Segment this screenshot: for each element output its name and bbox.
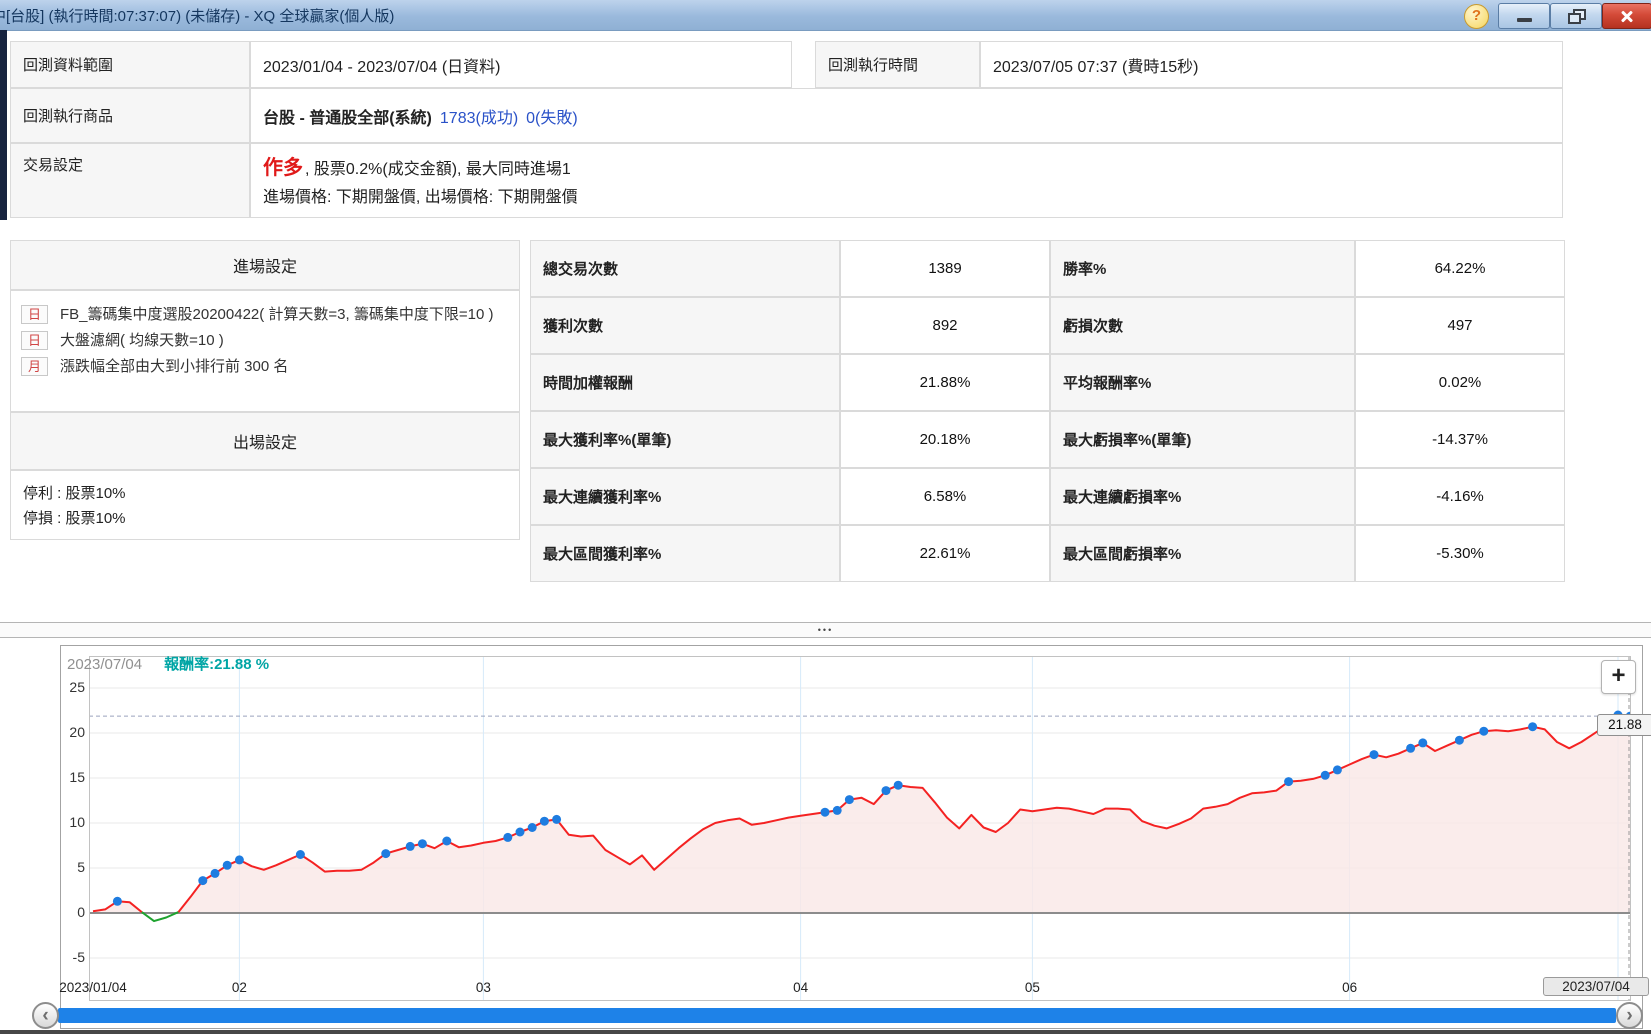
chart-header: 2023/07/04 報酬率:21.88 % xyxy=(67,653,269,674)
stat-value: 21.88% xyxy=(840,354,1050,411)
entry-condition-text: FB_籌碼集中度選股20200422( 計算天數=3, 籌碼集中度下限=10 ) xyxy=(60,306,494,323)
stat-label: 最大區間虧損率% xyxy=(1050,525,1355,582)
background-window-edge xyxy=(0,30,7,220)
close-icon xyxy=(1619,8,1635,24)
stat-label: 勝率% xyxy=(1050,240,1355,297)
entry-conditions-list: 日 FB_籌碼集中度選股20200422( 計算天數=3, 籌碼集中度下限=10 … xyxy=(10,290,520,412)
scroll-right-button[interactable]: › xyxy=(1616,1002,1643,1029)
stat-label: 最大區間獲利率% xyxy=(530,525,840,582)
x-axis-tick-label: 06 xyxy=(1342,980,1358,995)
chart-return-readout: 報酬率:21.88 % xyxy=(164,656,270,673)
stat-label: 獲利次數 xyxy=(530,297,840,354)
range-value: 2023/01/04 - 2023/07/04 (日資料) xyxy=(250,41,792,88)
stat-label: 最大虧損率%(單筆) xyxy=(1050,411,1355,468)
minimize-button[interactable] xyxy=(1498,3,1550,29)
window-titlebar: 中[台股] (執行時間:07:37:07) (未儲存) - XQ 全球贏家(個人… xyxy=(0,0,1651,31)
y-axis-tick-label: 25 xyxy=(69,679,85,695)
final-return-tag: 21.88 xyxy=(1597,714,1651,736)
stat-label: 虧損次數 xyxy=(1050,297,1355,354)
product-success-count[interactable]: 1783(成功) xyxy=(439,109,519,127)
entry-condition-text: 大盤濾網( 均線天數=10 ) xyxy=(60,332,224,349)
stat-value: -5.30% xyxy=(1355,525,1565,582)
stat-value: 892 xyxy=(840,297,1050,354)
frequency-badge: 日 xyxy=(21,331,48,350)
window-bottom-edge xyxy=(0,1030,1651,1034)
stat-label: 最大連續虧損率% xyxy=(1050,468,1355,525)
stat-value: 6.58% xyxy=(840,468,1050,525)
product-label: 回測執行商品 xyxy=(10,88,250,143)
stat-value: 497 xyxy=(1355,297,1565,354)
x-axis-tick-label: 02 xyxy=(231,980,247,995)
splitter-handle-icon: ••• xyxy=(817,625,834,635)
stat-value: -14.37% xyxy=(1355,411,1565,468)
entry-condition-item: 日 FB_籌碼集中度選股20200422( 計算天數=3, 籌碼集中度下限=10 … xyxy=(21,303,511,326)
restore-button[interactable] xyxy=(1550,3,1602,29)
stat-label: 平均報酬率% xyxy=(1050,354,1355,411)
stat-value: 0.02% xyxy=(1355,354,1565,411)
exit-settings-header: 出場設定 xyxy=(10,412,520,470)
stop-loss-line: 停損 : 股票10% xyxy=(23,510,126,527)
x-axis-current-date-tag: 2023/07/04 xyxy=(1543,977,1649,996)
x-axis-tick-label: 03 xyxy=(475,980,491,995)
return-curve-plot[interactable] xyxy=(89,656,1631,1001)
stat-value: 20.18% xyxy=(840,411,1050,468)
range-label: 回測資料範圍 xyxy=(10,41,250,88)
stat-value: 22.61% xyxy=(840,525,1050,582)
y-axis-tick-label: 20 xyxy=(69,724,85,740)
entry-condition-text: 漲跌幅全部由大到小排行前 300 名 xyxy=(60,358,289,375)
x-axis-tick-label: 04 xyxy=(793,980,809,995)
scroll-left-button[interactable]: ‹ xyxy=(32,1002,59,1029)
trade-settings-label: 交易設定 xyxy=(10,143,250,218)
stat-value: 64.22% xyxy=(1355,240,1565,297)
chart-scrollbar[interactable] xyxy=(58,1008,1616,1023)
y-axis-tick-label: -5 xyxy=(72,949,85,965)
exec-time-value: 2023/07/05 07:37 (費時15秒) xyxy=(980,41,1563,88)
y-axis-tick-label: 0 xyxy=(77,904,85,920)
frequency-badge: 月 xyxy=(21,357,48,376)
stat-value: -4.16% xyxy=(1355,468,1565,525)
restore-icon xyxy=(1567,8,1586,24)
entry-condition-item: 日大盤濾網( 均線天數=10 ) xyxy=(21,329,511,352)
trade-settings-line1: 作多, 股票0.2%(成交金額), 最大同時進場1 xyxy=(263,157,571,179)
help-icon[interactable]: ? xyxy=(1464,4,1489,29)
backtest-statistics-table: 總交易次數 1389 勝率% 64.22% 獲利次數 892 虧損次數 497 時間加權報酬 21… xyxy=(530,240,1565,582)
y-axis-tick-label: 15 xyxy=(69,769,85,785)
close-button[interactable] xyxy=(1602,3,1651,29)
trade-settings-value: 作多, 股票0.2%(成交金額), 最大同時進場1 進場價格: 下期開盤價, 出… xyxy=(250,143,1563,218)
stat-label: 最大獲利率%(單筆) xyxy=(530,411,840,468)
x-axis-tick-label: 05 xyxy=(1024,980,1040,995)
panel-splitter[interactable]: ••• xyxy=(0,622,1651,638)
product-name: 台股 - 普通股全部(系統) xyxy=(263,109,432,127)
y-axis-tick-label: 10 xyxy=(69,814,85,830)
stat-label: 時間加權報酬 xyxy=(530,354,840,411)
trade-direction: 作多 xyxy=(263,157,303,179)
product-value: 台股 - 普通股全部(系統) 1783(成功) 0(失敗) xyxy=(250,88,1563,143)
frequency-badge: 日 xyxy=(21,305,48,324)
minimize-icon xyxy=(1516,18,1532,22)
chart-cursor-date: 2023/07/04 xyxy=(67,656,143,673)
x-axis-tick-label: 2023/01/04 xyxy=(59,980,127,995)
stat-label: 總交易次數 xyxy=(530,240,840,297)
entry-condition-item: 月漲跌幅全部由大到小排行前 300 名 xyxy=(21,355,511,378)
exit-conditions: 停利 : 股票10% 停損 : 股票10% xyxy=(10,470,520,540)
trade-settings-line2: 進場價格: 下期開盤價, 出場價格: 下期開盤價 xyxy=(263,189,578,206)
stop-profit-line: 停利 : 股票10% xyxy=(23,485,126,502)
window-title-clipped-char: 中 xyxy=(0,8,6,25)
stat-value: 1389 xyxy=(840,240,1050,297)
window-title: 中[台股] (執行時間:07:37:07) (未儲存) - XQ 全球贏家(個人… xyxy=(0,5,394,26)
product-fail-count[interactable]: 0(失敗) xyxy=(526,109,578,127)
exec-time-label: 回測執行時間 xyxy=(815,41,980,88)
stat-label: 最大連續獲利率% xyxy=(530,468,840,525)
y-axis-tick-label: 5 xyxy=(77,859,85,875)
zoom-in-button[interactable]: + xyxy=(1601,660,1636,694)
entry-settings-header: 進場設定 xyxy=(10,240,520,290)
return-chart-panel: 2023/07/04 報酬率:21.88 % 25 20 15 10 5 0 -5 2023/… xyxy=(59,645,1651,1029)
